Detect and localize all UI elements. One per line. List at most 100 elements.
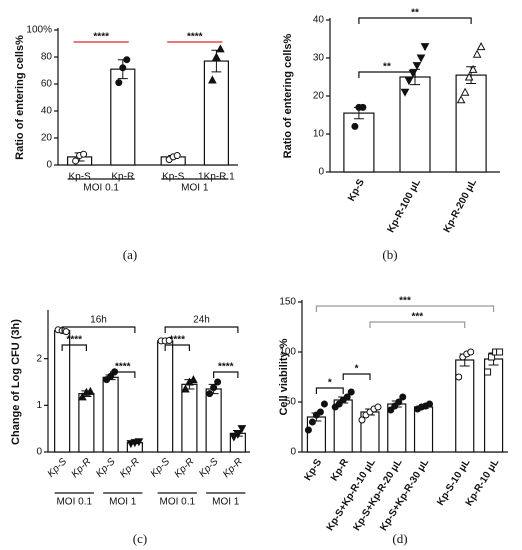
x-tick-label: Kp-S+Kp-R-30 μL bbox=[378, 457, 431, 533]
y-tick-label: 100% bbox=[26, 25, 52, 36]
caption: (b) bbox=[382, 247, 397, 262]
x-tick-label: Kp-S+Kp-R-10 μL bbox=[325, 457, 378, 533]
significance-bracket bbox=[358, 71, 416, 78]
data-point bbox=[134, 438, 144, 447]
significance-bracket bbox=[369, 321, 466, 328]
x-tick-label: Kp-R bbox=[69, 456, 93, 480]
significance-label: **** bbox=[218, 362, 234, 373]
x-tick-label: Kp-S bbox=[197, 456, 221, 480]
x-tick-label: 1Kp-R 1 bbox=[198, 172, 235, 183]
y-tick-label: 0 bbox=[318, 167, 324, 178]
data-point bbox=[123, 56, 131, 64]
y-tick-label: 0 bbox=[36, 447, 42, 458]
data-point bbox=[420, 43, 430, 52]
data-point bbox=[374, 403, 382, 411]
data-point bbox=[456, 95, 466, 104]
significance-bracket bbox=[315, 305, 495, 312]
bar bbox=[205, 388, 222, 453]
bar bbox=[157, 340, 174, 453]
data-point bbox=[320, 400, 328, 408]
data-point bbox=[358, 416, 366, 424]
significance-label: **** bbox=[93, 32, 109, 43]
significance-label: ** bbox=[411, 8, 419, 19]
bar bbox=[455, 74, 487, 173]
data-point bbox=[86, 386, 95, 395]
data-point bbox=[173, 152, 181, 160]
data-point bbox=[347, 388, 355, 396]
significance-label: **** bbox=[115, 362, 131, 373]
data-point bbox=[404, 77, 414, 86]
group-label: MOI 1 bbox=[181, 183, 209, 194]
data-point bbox=[467, 348, 475, 356]
data-point bbox=[229, 433, 239, 442]
data-point bbox=[455, 373, 463, 381]
data-point bbox=[464, 72, 474, 81]
y-tick-label: 60 bbox=[41, 79, 53, 90]
significance-label: * bbox=[355, 364, 359, 375]
y-tick-label: 20 bbox=[41, 133, 53, 144]
data-point bbox=[189, 375, 198, 384]
group-label: MOI 1 bbox=[109, 497, 137, 508]
group-label: MOI 0.1 bbox=[83, 183, 119, 194]
y-axis-label: Ratio of entering cells% bbox=[282, 33, 294, 158]
data-point bbox=[472, 49, 482, 58]
significance-label: *** bbox=[412, 312, 424, 323]
caption: (a) bbox=[123, 247, 137, 262]
x-tick-label: Kp-R bbox=[172, 456, 196, 480]
significance-label: ** bbox=[383, 62, 391, 73]
x-tick-label: Kp-R bbox=[329, 457, 351, 484]
data-point bbox=[426, 400, 434, 408]
y-tick-label: 50 bbox=[285, 397, 297, 408]
y-tick-label: 0 bbox=[46, 160, 52, 171]
data-point bbox=[237, 425, 247, 434]
significance-label: * bbox=[328, 378, 332, 389]
data-point bbox=[468, 64, 478, 73]
y-axis-label: Cell viability % bbox=[278, 338, 290, 415]
bar bbox=[102, 376, 119, 453]
significance-bracket bbox=[358, 17, 472, 24]
data-point bbox=[233, 430, 243, 439]
data-point bbox=[214, 378, 222, 386]
data-point bbox=[216, 44, 225, 53]
group-label: MOI 1 bbox=[212, 497, 240, 508]
data-point bbox=[119, 64, 127, 72]
x-tick-label: Kp-S bbox=[46, 456, 70, 480]
data-point bbox=[206, 390, 214, 398]
y-tick-label: 80 bbox=[41, 52, 53, 63]
group-label: MOI 0.1 bbox=[159, 497, 195, 508]
x-tick-label: Kp-S bbox=[68, 172, 91, 183]
x-tick-label: Kp-S+Kp-R-20 μL bbox=[351, 457, 404, 533]
data-point bbox=[343, 393, 351, 401]
data-point bbox=[212, 52, 221, 61]
data-point bbox=[308, 418, 316, 426]
y-tick-label: 100 bbox=[279, 347, 296, 358]
data-point bbox=[476, 42, 486, 51]
x-tick-label: Kp-S bbox=[94, 456, 118, 480]
x-tick-label: Kp-R-200 μL bbox=[442, 177, 479, 234]
data-point bbox=[416, 54, 426, 63]
significance-bracket bbox=[342, 373, 371, 380]
bar bbox=[413, 406, 434, 453]
significance-bracket bbox=[164, 344, 190, 351]
data-point bbox=[304, 426, 312, 434]
group-label: 24h bbox=[193, 315, 210, 326]
significance-bracket bbox=[61, 344, 87, 351]
data-point bbox=[80, 150, 88, 158]
data-point bbox=[460, 87, 470, 96]
data-point bbox=[335, 400, 343, 408]
significance-label: **** bbox=[187, 32, 203, 43]
data-point bbox=[165, 336, 173, 344]
y-tick-label: 1 bbox=[36, 400, 42, 411]
x-tick-label: Kp-R-100 μL bbox=[386, 177, 423, 234]
x-tick-label: Kp-S bbox=[346, 177, 367, 203]
data-point bbox=[488, 353, 496, 361]
data-point bbox=[359, 103, 367, 111]
data-point bbox=[72, 157, 80, 165]
data-point bbox=[316, 408, 324, 416]
data-point bbox=[496, 348, 504, 356]
bar bbox=[78, 393, 95, 453]
significance-bracket bbox=[213, 371, 239, 378]
group-bracket bbox=[164, 326, 239, 333]
